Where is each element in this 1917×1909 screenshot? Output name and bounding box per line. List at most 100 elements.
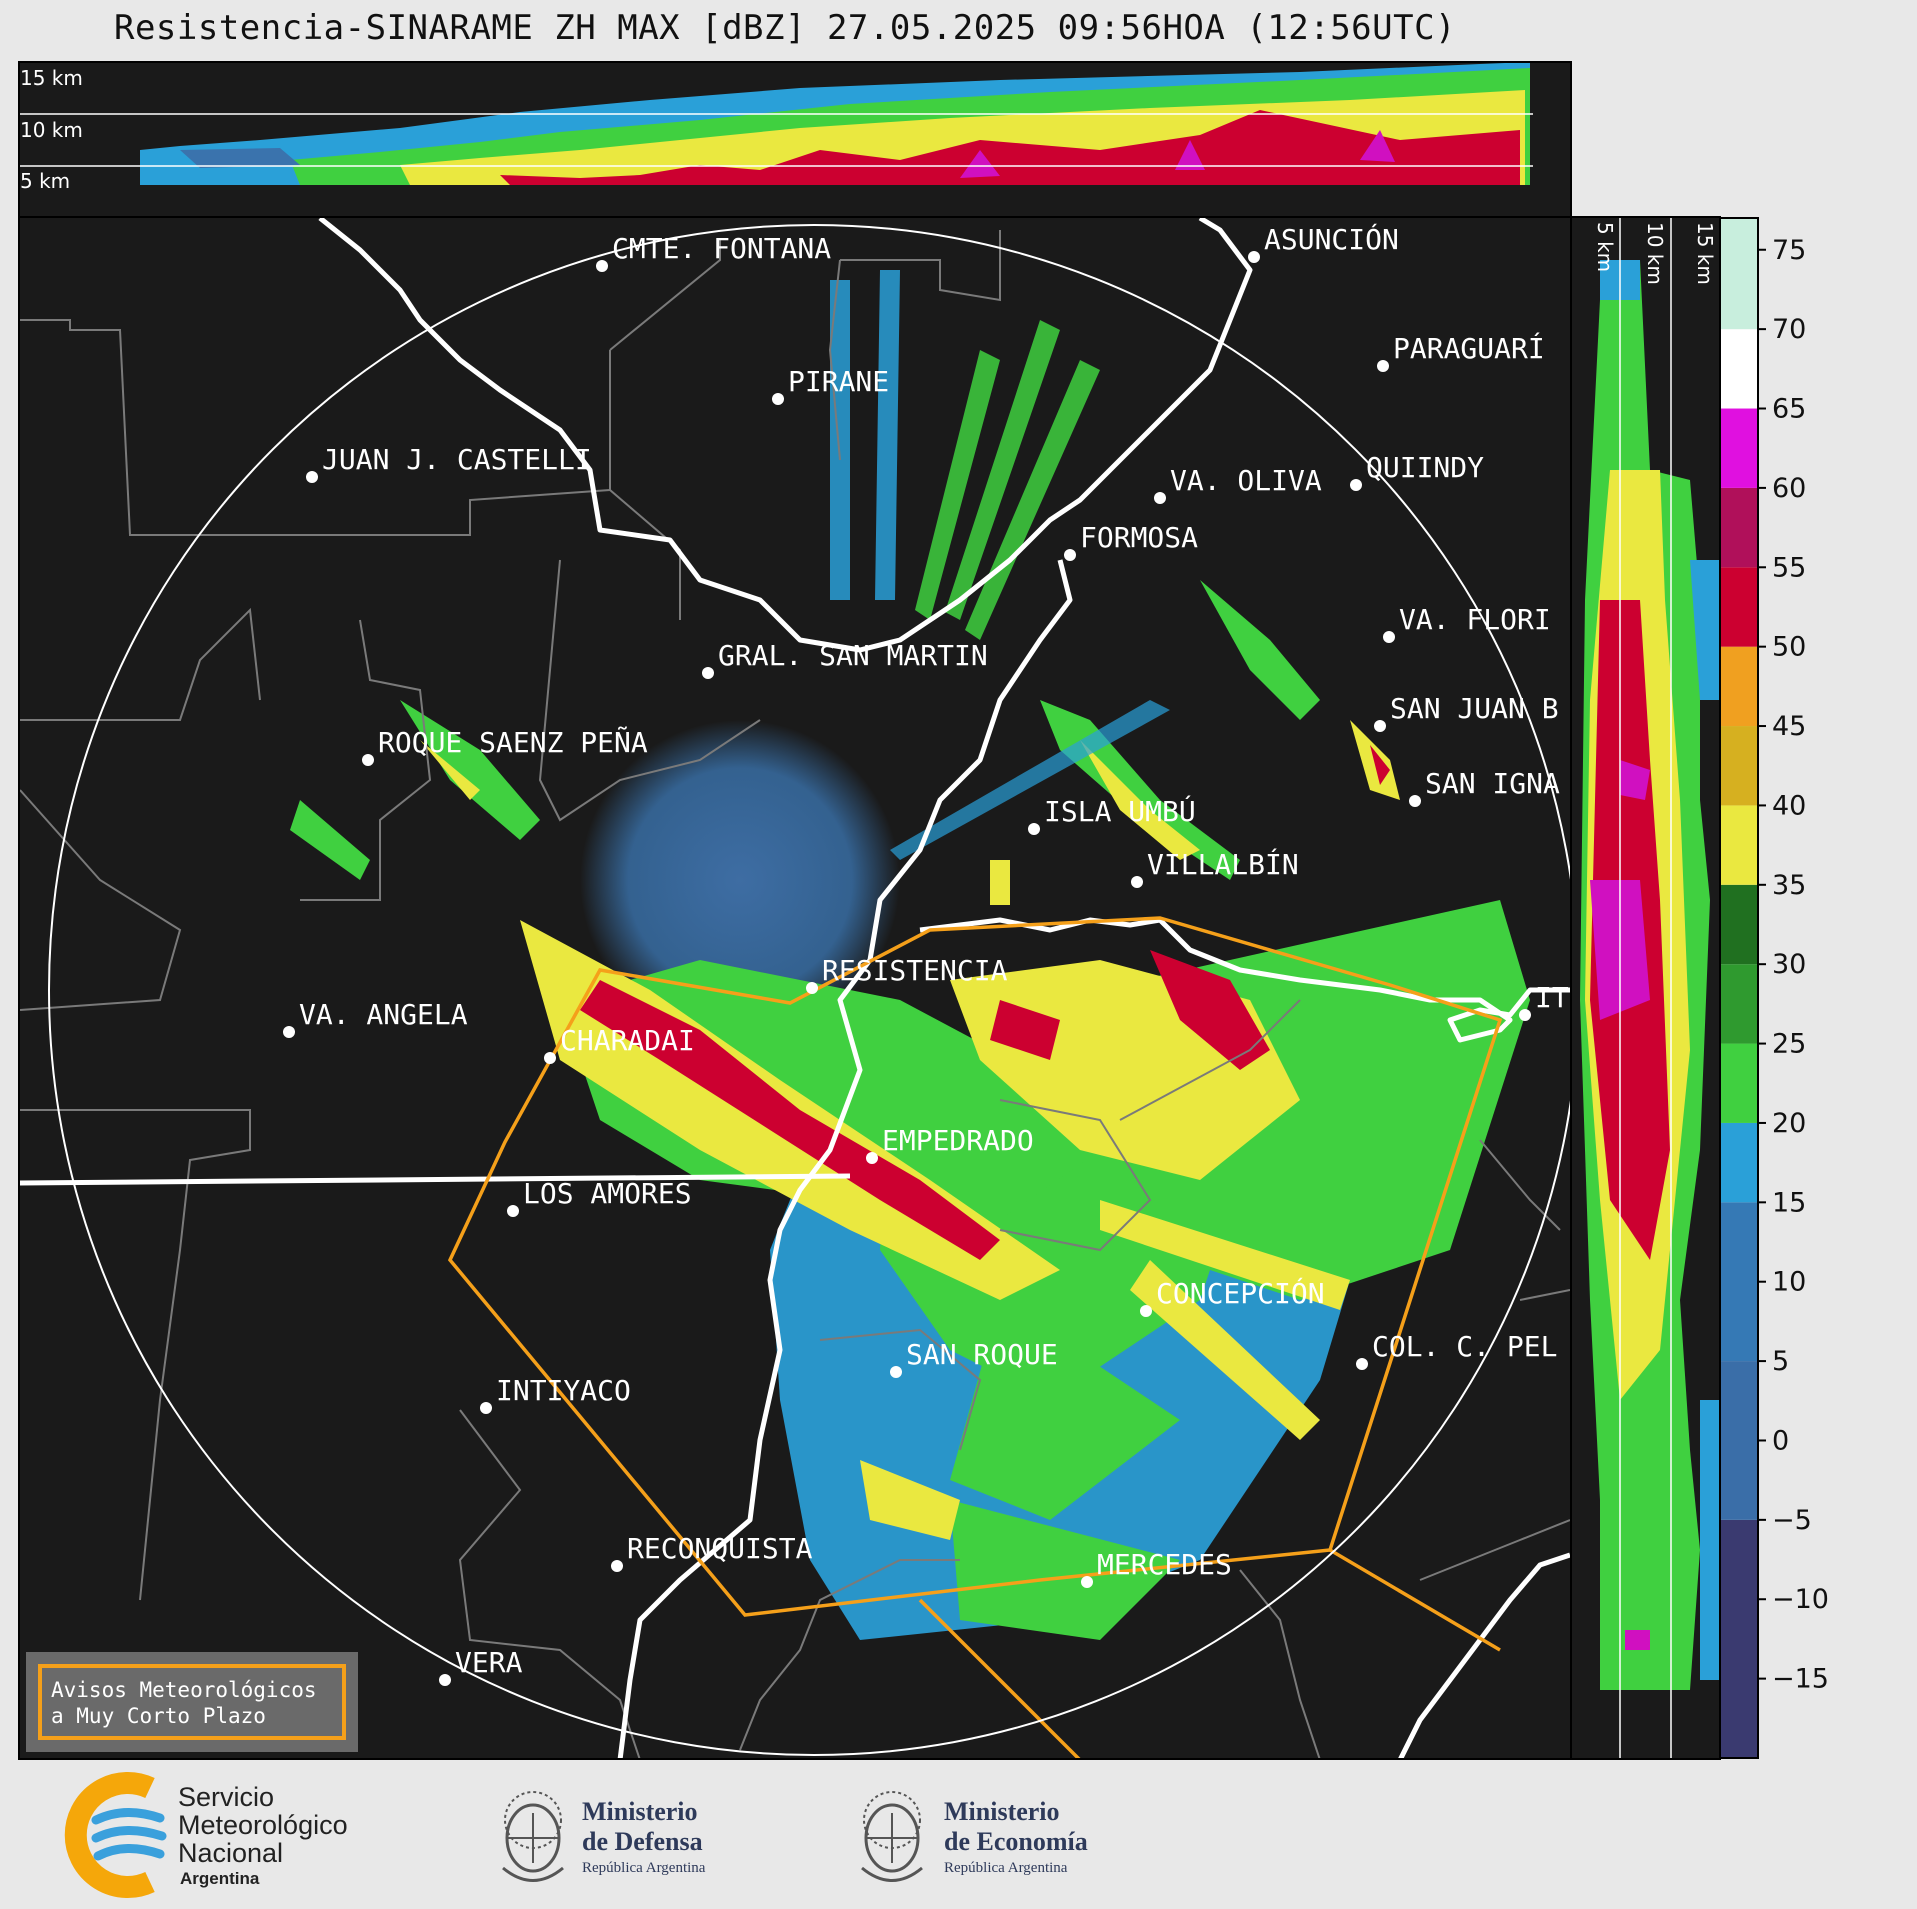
economia-line1: Ministerio [944,1797,1060,1826]
city-marker [1374,720,1386,732]
city-label: COL. C. PEL [1372,1330,1557,1363]
city-label: CONCEPCIÓN [1156,1276,1325,1310]
city-label: ISLA UMBÚ [1044,794,1196,828]
city-label: SAN IGNA [1425,767,1560,800]
colorbar-segment [1720,964,1758,1044]
warning-polygon [447,916,1503,1617]
city-label: FORMOSA [1080,521,1198,554]
colorbar-tick-label: 5 [1772,1346,1789,1377]
city-marker [1064,549,1076,561]
colorbar-segment [1720,1519,1758,1758]
city-marker [1350,479,1362,491]
colorbar-tick-label: 40 [1772,790,1806,821]
admin-boundaries [20,230,1570,1758]
city-marker [1248,251,1260,263]
city-marker [866,1152,878,1164]
smn-line2: Meteorológico [178,1810,348,1840]
colorbar-segment [1720,408,1758,488]
colorbar-segment [1720,1202,1758,1362]
city-label: VA. OLIVA [1170,464,1322,497]
city-marker [1356,1358,1368,1370]
city-marker [1028,823,1040,835]
economia-line3: República Argentina [944,1860,1068,1876]
national-coat-of-arms-icon [861,1791,923,1882]
warning-legend-line2: a Muy Corto Plazo [51,1704,266,1728]
colorbar-frame [1719,217,1759,1759]
smn-emblem-icon [64,1772,167,1898]
city-marker [362,754,374,766]
city-marker [306,471,318,483]
defensa-line1: Ministerio [582,1797,698,1826]
city-marker [611,1560,623,1572]
city-marker [1409,795,1421,807]
city-marker [544,1052,556,1064]
side-height-label-10: 10 km [1643,222,1667,285]
radar-figure: 15 km 10 km 5 km [18,61,1829,1760]
city-marker [772,393,784,405]
city-label: JUAN J. CASTELLI [322,443,592,476]
city-marker [806,982,818,994]
city-marker [1519,1009,1531,1021]
colorbar-tick-label: 75 [1772,235,1806,266]
city-marker [1131,876,1143,888]
colorbar-segment [1720,329,1758,409]
colorbar-segment [1720,1043,1758,1123]
city-label: RESISTENCIA [822,954,1008,987]
side-height-label-15: 15 km [1693,222,1717,285]
colorbar-tick-label: 55 [1772,552,1806,583]
national-coat-of-arms-icon [502,1791,564,1882]
colorbar-tick-label: −15 [1772,1664,1829,1695]
top-height-label-10: 10 km [20,118,83,142]
colorbar-tick-label: 20 [1772,1108,1806,1139]
colorbar-tick-label: 25 [1772,1029,1806,1060]
colorbar-segment [1720,567,1758,647]
colorbar-tick-label: 10 [1772,1267,1806,1298]
chart-title: Resistencia-SINARAME ZH MAX [dBZ] 27.05.… [113,8,1457,48]
top-height-label-15: 15 km [20,66,83,90]
smn-line3: Nacional [178,1838,283,1868]
colorbar-tick-label: 35 [1772,870,1806,901]
city-label: LOS AMORES [523,1177,692,1210]
top-height-label-5: 5 km [20,169,70,193]
side-profile [1580,260,1719,1690]
colorbar-tick-label: 30 [1772,949,1806,980]
defensa-logo: Ministerio de Defensa República Argentin… [502,1791,706,1882]
city-marker [1154,492,1166,504]
city-label: MERCEDES [1097,1548,1232,1581]
colorbar-tick-label: 0 [1772,1425,1789,1456]
city-marker [439,1674,451,1686]
city-label: ROQUE SAENZ PEÑA [378,725,648,759]
smn-line4: Argentina [180,1869,260,1888]
city-marker [1081,1576,1093,1588]
colorbar-tick-label: 60 [1772,473,1806,504]
city-label: RECONQUISTA [627,1532,813,1565]
city-label: SAN JUAN B [1390,692,1559,725]
top-profile [140,63,1530,185]
city-label: CMTE. FONTANA [612,232,831,265]
range-ring [48,224,1570,1756]
defensa-line2: de Defensa [582,1827,703,1856]
city-label: EMPEDRADO [882,1124,1034,1157]
colorbar-segment [1720,726,1758,806]
radar-echoes [290,270,1530,1640]
colorbar-tick-label: 45 [1772,711,1806,742]
city-label: PIRANE [788,365,889,398]
city-label: VA. ANGELA [299,998,468,1031]
defensa-line3: República Argentina [582,1860,706,1876]
city-label: QUIINDY [1366,451,1484,484]
colorbar-tick-label: 50 [1772,632,1806,663]
city-marker [1383,631,1395,643]
colorbar-segment [1720,487,1758,568]
economia-logo: Ministerio de Economía República Argenti… [861,1791,1088,1882]
colorbar-segment [1720,218,1758,330]
city-marker [596,260,608,272]
city-marker [702,667,714,679]
city-label: ASUNCIÓN [1264,222,1399,256]
colorbar-tick-label: −10 [1772,1584,1829,1615]
city-marker [1377,360,1389,372]
city-marker [1140,1305,1152,1317]
city-label: SAN ROQUE [906,1338,1058,1371]
colorbar-tick-label: −5 [1772,1505,1812,1536]
city-label: CHARADAI [560,1024,695,1057]
